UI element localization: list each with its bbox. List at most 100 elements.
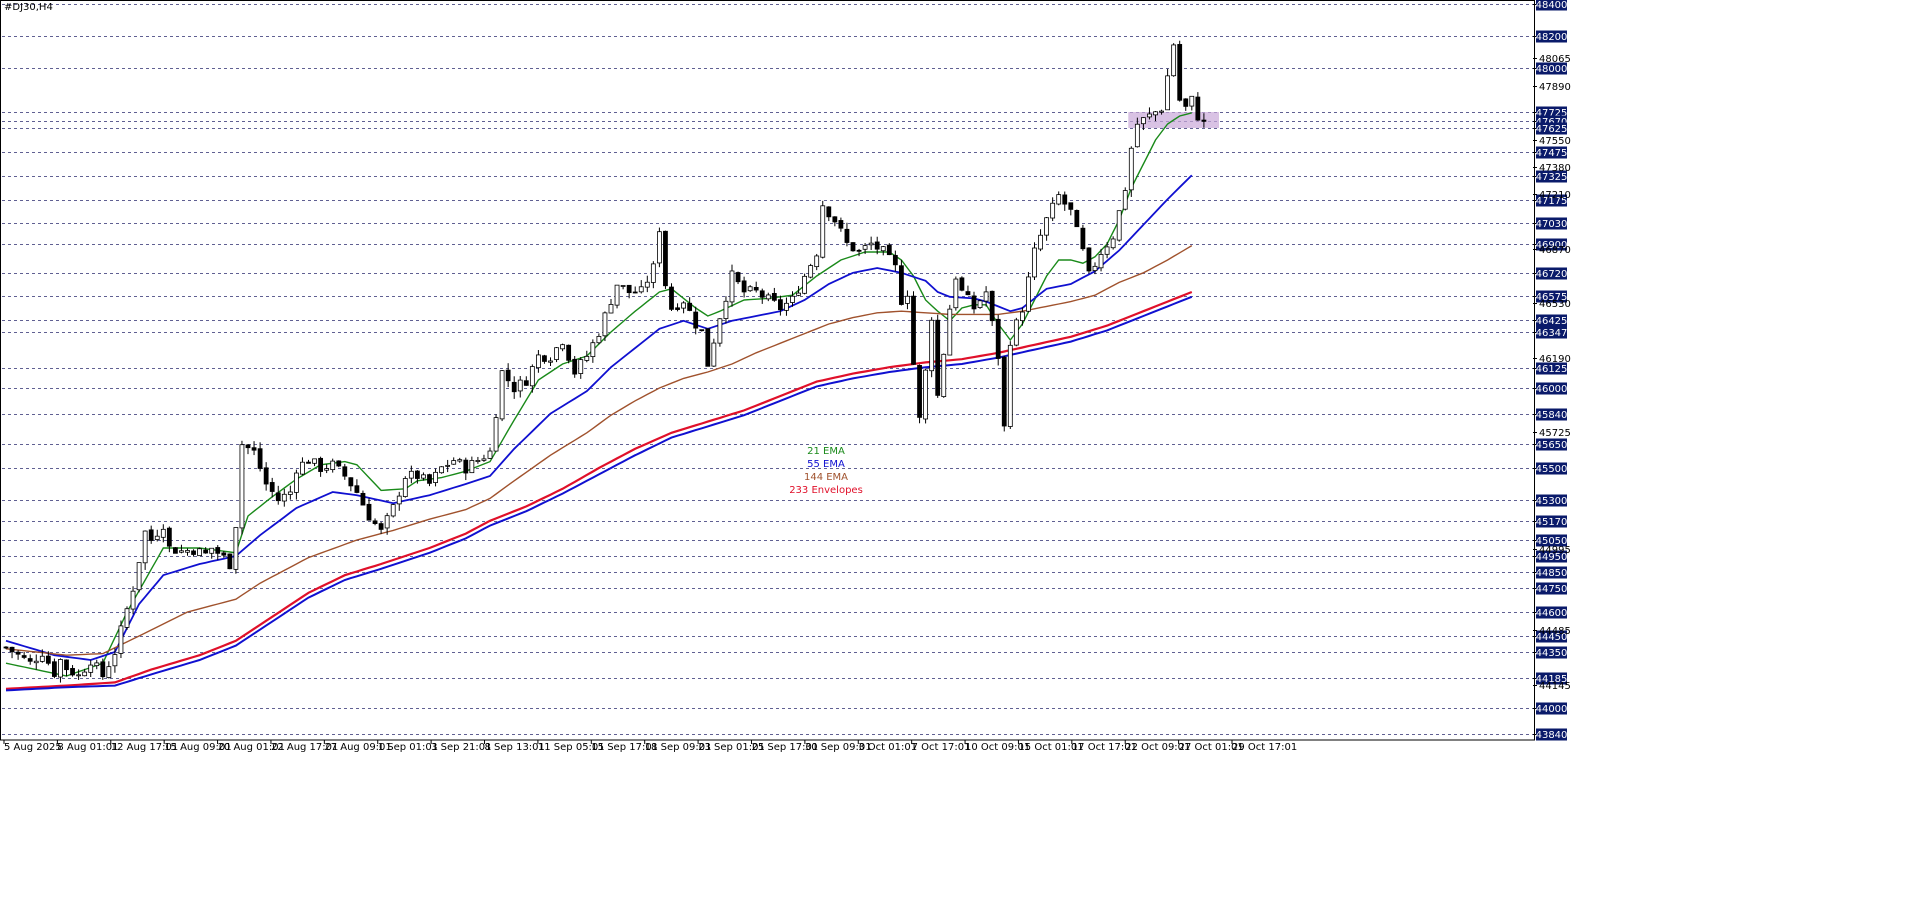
candle-body <box>1013 319 1019 346</box>
candle-body <box>705 328 711 367</box>
candle-body <box>826 206 832 218</box>
candle-body <box>439 466 445 474</box>
candle-body <box>717 318 723 344</box>
candle-body <box>1171 44 1177 77</box>
candle-body <box>517 379 523 392</box>
candle-body <box>342 466 348 477</box>
candle-body <box>360 492 366 506</box>
price-label-box <box>1536 122 1567 135</box>
candle-body <box>669 286 674 310</box>
price-tick-label: 45840 <box>1536 410 1568 421</box>
price-tick-label: 45300 <box>1536 496 1568 507</box>
candle-body <box>390 504 396 517</box>
plot-frame <box>0 0 1535 741</box>
price-tick-label: 47890 <box>1539 82 1571 93</box>
time-tick-label: 5 Aug 2025 <box>4 742 62 753</box>
price-tick-label: 43840 <box>1536 730 1568 741</box>
candle-body <box>148 529 154 541</box>
candle-body <box>130 590 136 610</box>
candle-body <box>566 344 572 361</box>
time-tick-label: 15 Sep 17:01 <box>591 742 658 753</box>
price-tick-label: 45170 <box>1536 517 1568 528</box>
candle-body <box>1128 147 1134 191</box>
candle-body <box>106 666 112 678</box>
candle-body <box>856 249 862 252</box>
time-tick-label: 22 Aug 17:01 <box>271 742 338 753</box>
candle-body <box>850 242 856 252</box>
candle-body <box>596 336 602 344</box>
candle-body <box>529 366 535 387</box>
time-tick-label: 15 Oct 01:01 <box>1018 742 1083 753</box>
price-label-box <box>1536 146 1567 159</box>
candle-body <box>33 660 39 664</box>
price-label-box <box>1536 194 1567 207</box>
price-tick-label: 45050 <box>1536 536 1568 547</box>
time-tick-label: 30 Sep 09:01 <box>805 742 872 753</box>
candle-body <box>15 651 21 655</box>
candle-body <box>499 370 505 420</box>
price-tick-label: 47380 <box>1539 163 1571 174</box>
candle-body <box>45 655 51 664</box>
candle-body <box>590 342 596 358</box>
price-tick-label: 45725 <box>1539 428 1571 439</box>
candle-body <box>711 342 717 367</box>
candle-body <box>983 291 989 302</box>
price-label-box <box>1536 314 1567 327</box>
candle-body <box>1050 202 1056 219</box>
candle-body <box>796 292 801 296</box>
time-tick-label: 12 Aug 17:01 <box>111 742 178 753</box>
candle-body <box>935 319 941 396</box>
candle-body <box>396 495 402 505</box>
candle-body <box>493 417 499 452</box>
price-tick-label: 44000 <box>1536 704 1568 715</box>
candle-body <box>644 281 650 288</box>
233-envelopes-lower-line <box>5 295 1193 692</box>
price-tick-label: 46347 <box>1536 328 1568 339</box>
candle-body <box>657 231 662 264</box>
candle-body <box>523 380 529 386</box>
233-envelopes-line <box>5 290 1193 690</box>
candle-body <box>1165 75 1170 111</box>
time-tick-label: 27 Aug 09:01 <box>324 742 391 753</box>
candle-body <box>457 459 463 462</box>
price-tick-label: 46425 <box>1536 316 1568 327</box>
time-tick-label: 3 Sep 21:01 <box>431 742 491 753</box>
candle-body <box>536 354 541 369</box>
candle-body <box>995 318 1001 359</box>
candle-body <box>306 461 311 464</box>
time-tick-label: 1 Sep 01:01 <box>378 742 438 753</box>
price-label-box <box>1536 515 1567 528</box>
price-tick-label: 48065 <box>1539 54 1571 65</box>
candle-body <box>94 662 100 667</box>
candle-body <box>1068 202 1074 210</box>
candle-body <box>953 278 959 309</box>
time-tick-label: 7 Oct 17:01 <box>912 742 971 753</box>
candle-body <box>1110 238 1116 249</box>
candle-body <box>511 381 517 393</box>
candle-body <box>1080 227 1086 250</box>
time-tick-label: 17 Oct 17:01 <box>1072 742 1137 753</box>
candle-body <box>620 285 626 287</box>
candle-body <box>832 216 838 223</box>
candle-body <box>675 307 680 310</box>
candle-body <box>1056 194 1062 205</box>
candle-body <box>965 291 971 296</box>
candle-body <box>911 295 916 365</box>
price-tick-label: 44350 <box>1536 648 1568 659</box>
candle-body <box>76 674 81 677</box>
candle-body <box>118 625 124 654</box>
price-label-box <box>1536 326 1567 339</box>
time-tick-label: 20 Aug 01:01 <box>218 742 285 753</box>
candle-body <box>808 265 814 278</box>
candle-body <box>402 478 408 497</box>
candle-body <box>560 344 565 350</box>
candle-body <box>100 661 106 678</box>
candle-body <box>905 295 910 304</box>
candle-body <box>64 659 69 671</box>
price-tick-label: 47625 <box>1536 124 1568 135</box>
price-tick-label: 44850 <box>1536 568 1568 579</box>
price-tick-label: 44600 <box>1536 608 1568 619</box>
price-tick-label: 48200 <box>1536 32 1568 43</box>
candle-body <box>1026 276 1031 312</box>
